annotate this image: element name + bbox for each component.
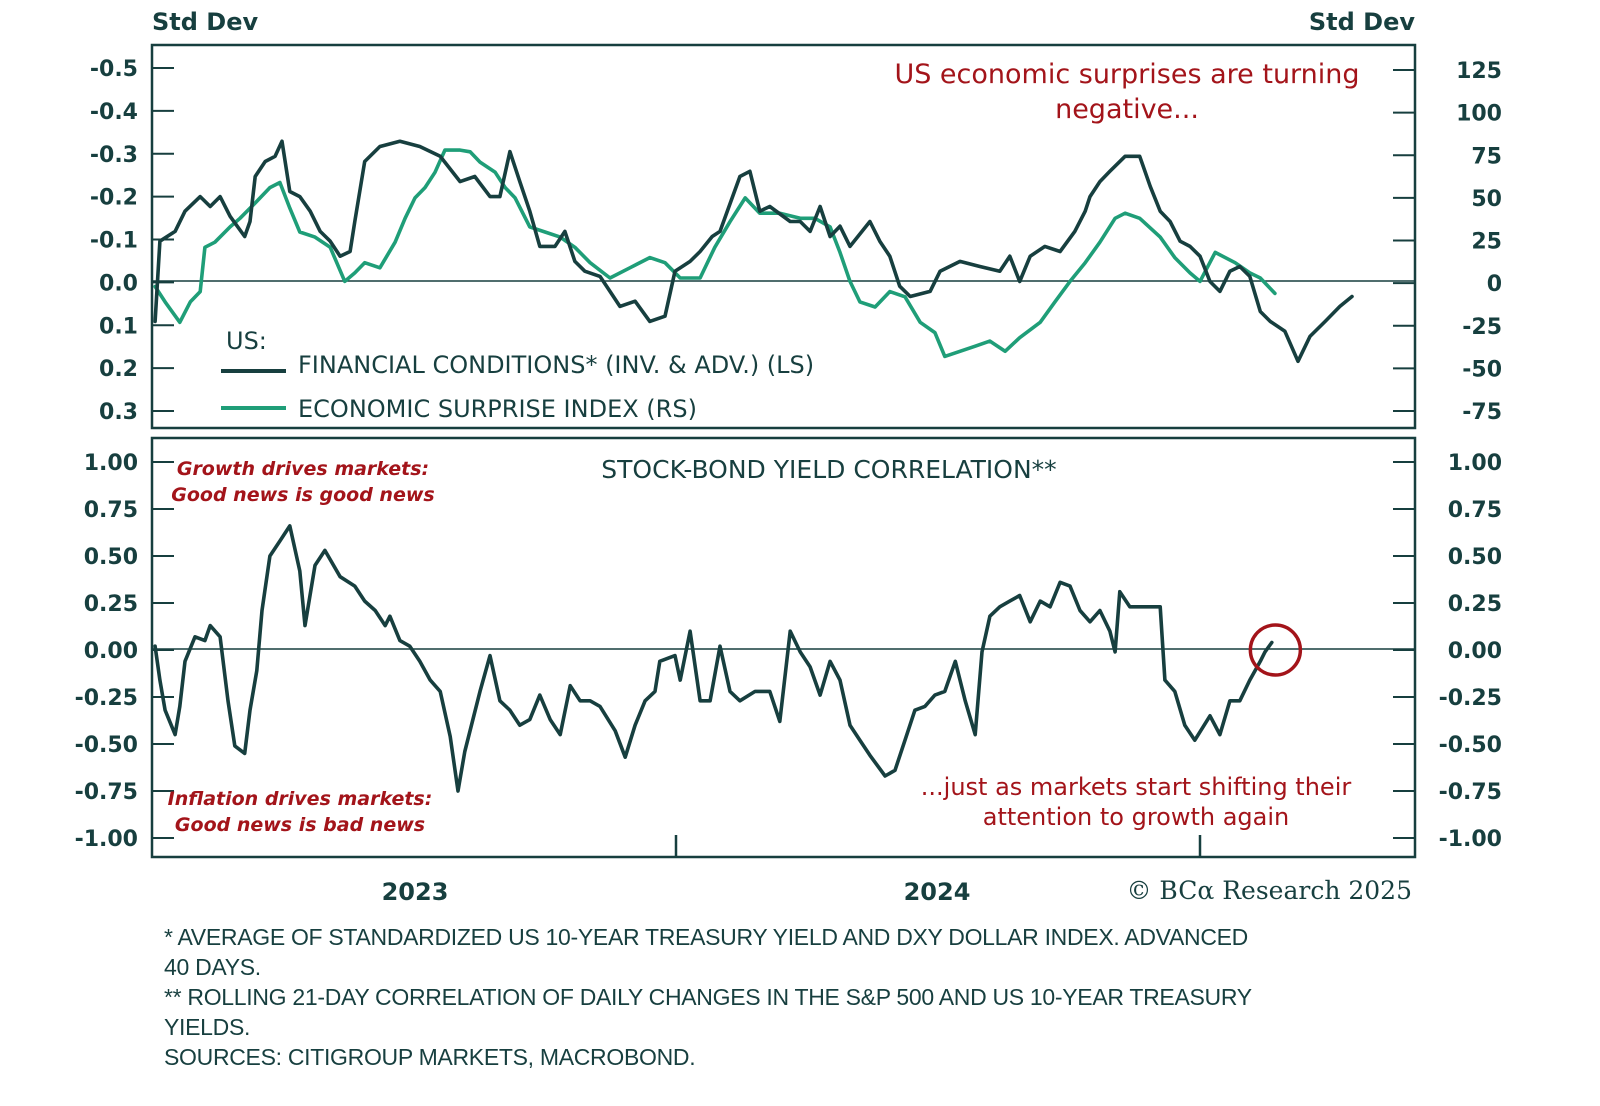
inflation-annotation-line1: Inflation drives markets: <box>168 788 433 810</box>
y-tick-label: -0.3 <box>90 143 138 168</box>
y-tick-label: 0.1 <box>99 314 138 339</box>
y-tick-label: -0.50 <box>1439 733 1502 758</box>
inflation-annotation-line2: Good news is bad news <box>175 814 425 836</box>
y-tick-label: 0.00 <box>84 639 138 664</box>
y-tick-label: -0.1 <box>90 229 138 254</box>
top-right-axis: 125 100 75 50 25 0 -25 -50 -75 <box>1393 59 1502 425</box>
y-tick-label: 100 <box>1456 102 1502 127</box>
y-tick-label: 0.25 <box>1448 592 1502 617</box>
y-tick-label: 0.2 <box>99 357 138 382</box>
bottom-panel-title: STOCK-BOND YIELD CORRELATION** <box>601 455 1056 484</box>
bottom-right-axis: 1.00 0.75 0.50 0.25 0.00 -0.25 -0.50 -0.75 -1.00 <box>1393 451 1502 852</box>
y-tick-label: -0.5 <box>90 57 138 82</box>
footnote-line: 40 DAYS. <box>164 954 261 980</box>
footnote-line: SOURCES: CITIGROUP MARKETS, MACROBOND. <box>164 1044 696 1070</box>
footnote-line: YIELDS. <box>164 1014 251 1040</box>
right-axis-unit: Std Dev <box>1309 8 1415 36</box>
top-panel-frame <box>150 43 1417 430</box>
financial-conditions-line <box>153 139 1354 364</box>
footnote-line: ** ROLLING 21-DAY CORRELATION OF DAILY C… <box>164 984 1252 1010</box>
x-label-2024: 2024 <box>904 878 971 906</box>
y-tick-label: -0.75 <box>1439 780 1502 805</box>
copyright-notice: © BCα Research 2025 <box>1126 876 1412 905</box>
y-tick-label: 125 <box>1456 59 1502 84</box>
top-annotation-line1: US economic surprises are turning <box>894 59 1359 90</box>
y-tick-label: 0.3 <box>99 400 138 425</box>
top-annotation-line2: negative... <box>1055 94 1199 125</box>
y-tick-label: 0.50 <box>84 545 138 570</box>
y-tick-label: 50 <box>1471 187 1502 212</box>
y-tick-label: -50 <box>1462 357 1502 382</box>
footnotes: * AVERAGE OF STANDARDIZED US 10-YEAR TRE… <box>164 922 1404 1072</box>
y-tick-label: -0.75 <box>75 780 138 805</box>
y-tick-label: -0.25 <box>75 686 138 711</box>
top-left-axis: -0.5 -0.4 -0.3 -0.2 -0.1 0.0 0.1 0.2 0.3 <box>90 57 174 425</box>
y-tick-label: 0.0 <box>99 271 138 296</box>
y-tick-label: -0.4 <box>90 100 138 125</box>
y-tick-label: -0.25 <box>1439 686 1502 711</box>
y-tick-label: -25 <box>1462 315 1502 340</box>
y-tick-label: -0.2 <box>90 186 138 211</box>
growth-annotation-line1: Growth drives markets: <box>177 458 429 480</box>
x-axis-ticks <box>674 835 1202 857</box>
highlight-circle <box>1248 623 1303 677</box>
legend-label-economic-surprise: ECONOMIC SURPRISE INDEX (RS) <box>298 395 697 423</box>
y-tick-label: 0.00 <box>1448 639 1502 664</box>
y-tick-label: 0.50 <box>1448 545 1502 570</box>
bottom-series-group <box>153 524 1274 793</box>
growth-annotation-line2: Good news is good news <box>171 484 434 506</box>
bottom-panel-frame <box>150 436 1417 859</box>
stock-bond-correlation-line <box>153 524 1274 793</box>
bottom-left-axis: 1.00 0.75 0.50 0.25 0.00 -0.25 -0.50 -0.75 -1.00 <box>75 451 174 852</box>
legend-heading: US: <box>226 327 267 355</box>
top-series-group <box>153 139 1354 364</box>
y-tick-label: -1.00 <box>1439 827 1502 852</box>
economic-surprise-index-line <box>153 148 1277 359</box>
shift-annotation-line2: attention to growth again <box>983 803 1290 831</box>
legend-label-financial-conditions: FINANCIAL CONDITIONS* (INV. & ADV.) (LS) <box>298 351 814 379</box>
left-axis-unit: Std Dev <box>152 8 258 36</box>
y-tick-label: 1.00 <box>1448 451 1502 476</box>
y-tick-label: 25 <box>1471 230 1502 255</box>
y-tick-label: 0.75 <box>1448 498 1502 523</box>
y-tick-label: 0.75 <box>84 498 138 523</box>
y-tick-label: -75 <box>1462 400 1502 425</box>
y-tick-label: -1.00 <box>75 827 138 852</box>
shift-annotation-line1: ...just as markets start shifting their <box>921 773 1352 801</box>
y-tick-label: 75 <box>1471 144 1502 169</box>
footnote-line: * AVERAGE OF STANDARDIZED US 10-YEAR TRE… <box>164 924 1248 950</box>
x-label-2023: 2023 <box>382 878 449 906</box>
y-tick-label: -0.50 <box>75 733 138 758</box>
y-tick-label: 1.00 <box>84 451 138 476</box>
y-tick-label: 0 <box>1487 272 1502 297</box>
y-tick-label: 0.25 <box>84 592 138 617</box>
